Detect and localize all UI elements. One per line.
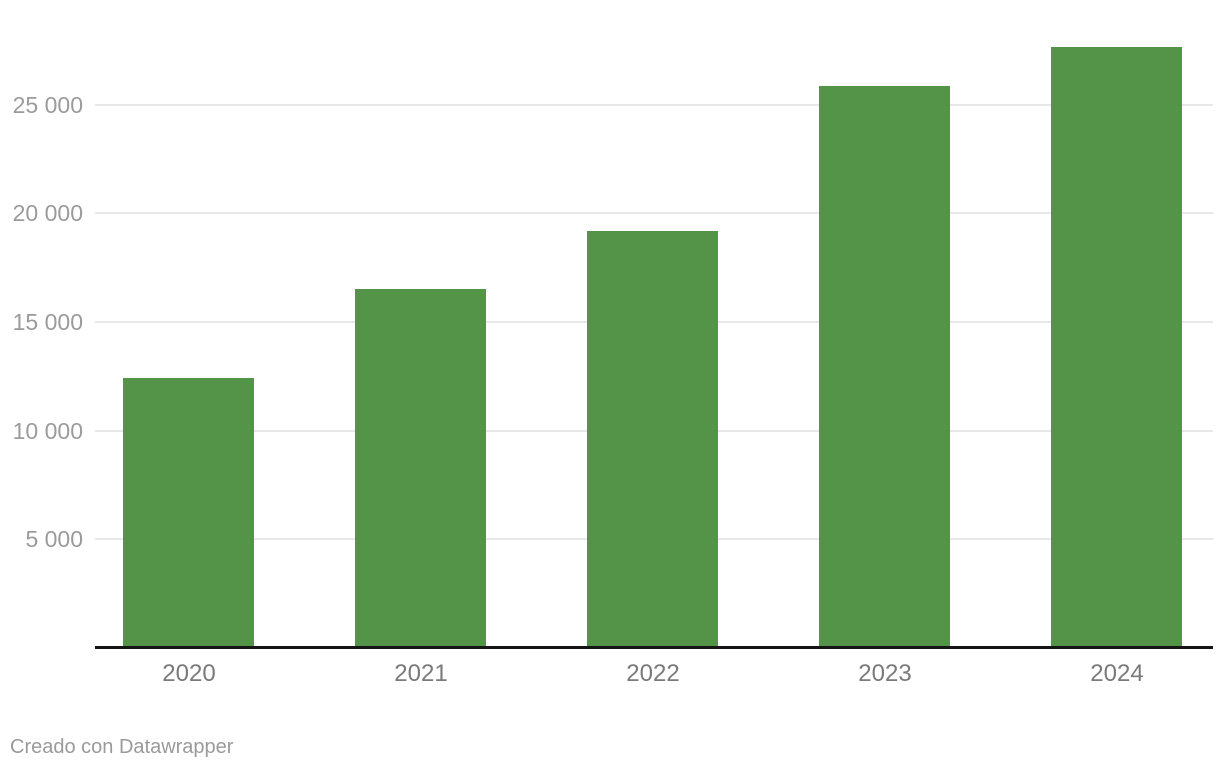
- y-tick-label: 10 000: [12, 418, 83, 444]
- x-tick-label: 2023: [858, 660, 912, 687]
- bar-2021[interactable]: [355, 289, 486, 647]
- attribution-text: Creado con Datawrapper: [10, 736, 234, 758]
- bar-2023[interactable]: [819, 86, 950, 647]
- x-tick-label: 2021: [394, 660, 448, 687]
- bar-2024[interactable]: [1051, 47, 1182, 647]
- x-axis-line: [95, 646, 1213, 649]
- bar-2020[interactable]: [123, 378, 254, 647]
- bar-2022[interactable]: [587, 231, 718, 647]
- gridline: [95, 212, 1213, 214]
- y-tick-label: 25 000: [12, 92, 83, 118]
- gridline: [95, 104, 1213, 106]
- y-tick-label: 20 000: [12, 200, 83, 226]
- x-tick-label: 2024: [1090, 660, 1144, 687]
- y-tick-label: 15 000: [12, 309, 83, 335]
- x-tick-label: 2022: [626, 660, 680, 687]
- x-tick-label: 2020: [162, 660, 216, 687]
- y-tick-label: 5 000: [25, 526, 83, 552]
